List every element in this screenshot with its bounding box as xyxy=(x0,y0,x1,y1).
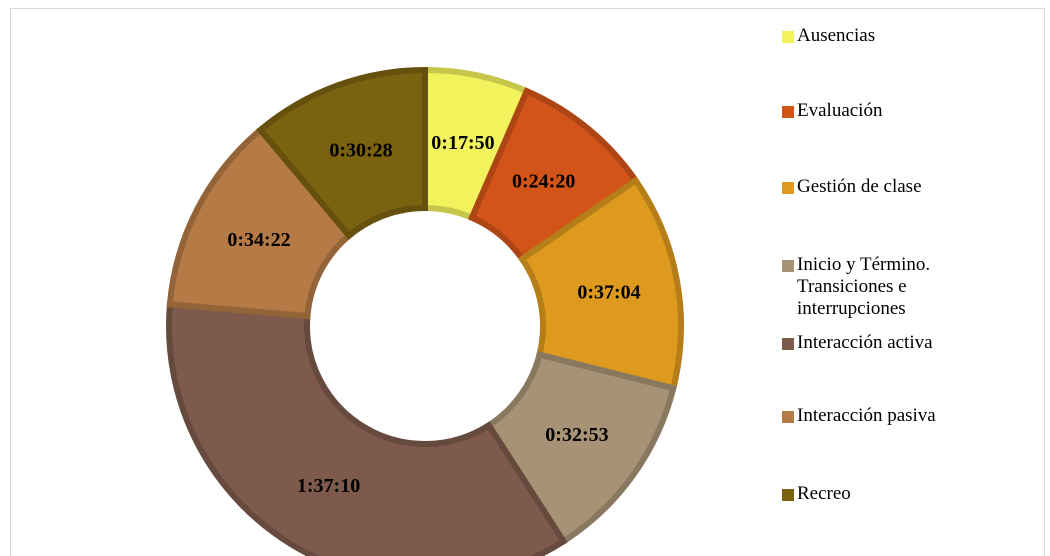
legend-label: Evaluación xyxy=(797,100,883,121)
data-label: 0:32:53 xyxy=(545,424,608,446)
legend-label: Interacción activa xyxy=(797,332,933,353)
legend-label: Inicio y Término. Transiciones e interru… xyxy=(797,254,931,319)
legend-item-evaluacion: Evaluación xyxy=(782,100,997,122)
donut-slice-7 xyxy=(256,66,428,240)
legend-item-interaccion-pasiva: Interacción pasiva xyxy=(782,405,997,427)
legend-swatch xyxy=(782,489,794,501)
donut-slice-5 xyxy=(166,301,568,556)
legend-item-recreo: Recreo xyxy=(782,483,997,505)
legend-item-gestion-de-clase: Gestión de clase xyxy=(782,176,997,198)
legend-item-ausencias: Ausencias xyxy=(782,25,997,47)
legend-swatch xyxy=(782,182,794,194)
legend-label: Ausencias xyxy=(797,25,876,46)
data-label: 0:17:50 xyxy=(431,132,494,154)
chart-frame xyxy=(10,8,1045,556)
legend-label: Interacción pasiva xyxy=(797,405,936,426)
data-label: 0:37:04 xyxy=(577,282,640,304)
legend-swatch xyxy=(782,31,794,43)
legend-swatch xyxy=(782,411,794,423)
donut-slice-3 xyxy=(517,176,684,392)
donut-slice-6 xyxy=(166,125,354,320)
legend-swatch xyxy=(782,338,794,350)
data-label: 0:30:28 xyxy=(329,139,392,161)
legend: Ausencias Evaluación Gestión de clase In… xyxy=(782,0,1042,556)
legend-label: Gestión de clase xyxy=(797,176,922,197)
data-label: 0:34:22 xyxy=(227,229,290,251)
data-label: 1:37:10 xyxy=(297,475,360,497)
legend-swatch xyxy=(782,260,794,272)
legend-item-inicio-termino: Inicio y Término. Transiciones e interru… xyxy=(782,254,997,320)
legend-label: Recreo xyxy=(797,483,851,504)
legend-swatch xyxy=(782,106,794,118)
legend-item-interaccion-activa: Interacción activa xyxy=(782,332,997,354)
data-label: 0:24:20 xyxy=(512,170,575,192)
